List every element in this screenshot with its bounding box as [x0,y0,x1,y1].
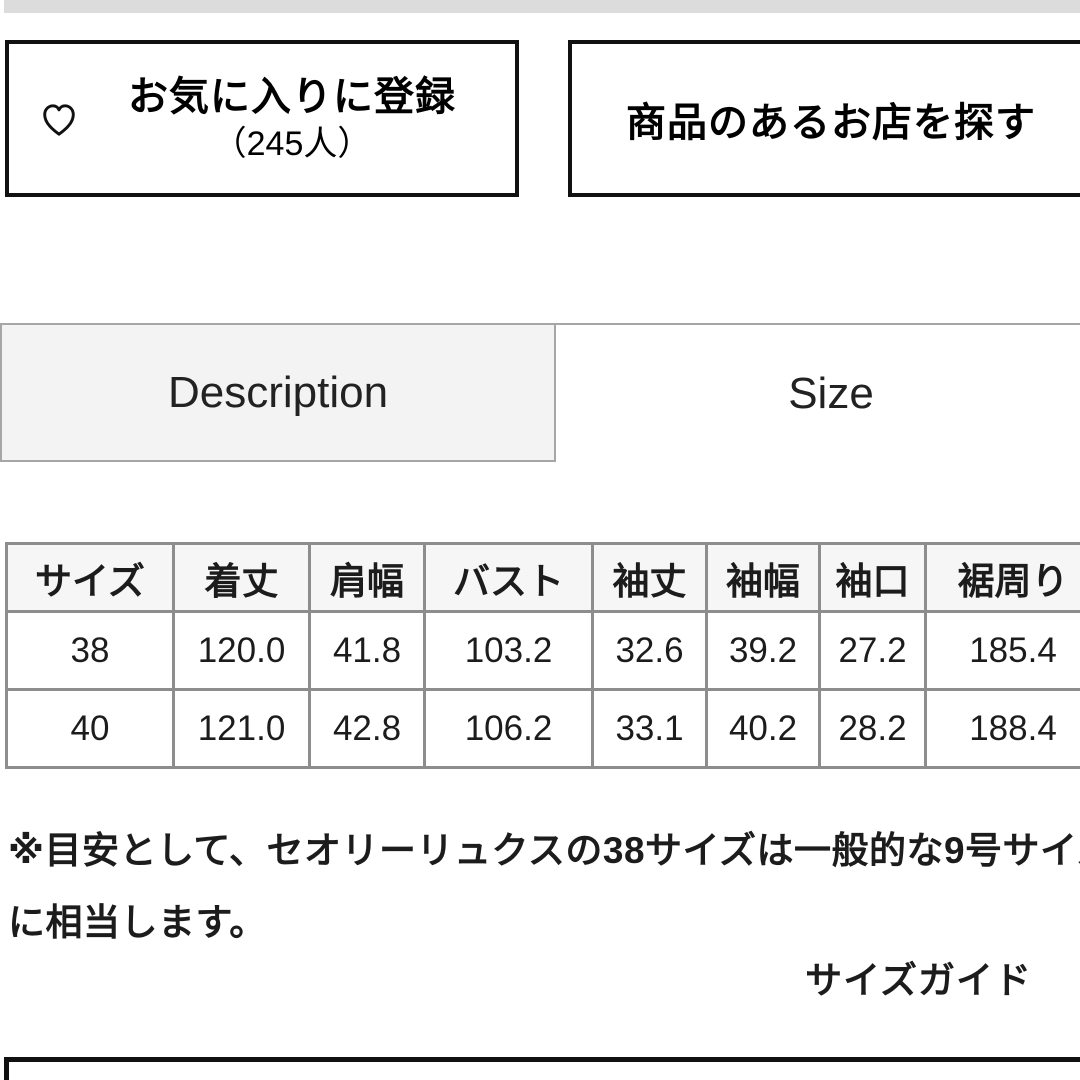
tab-description-label: Description [167,367,389,417]
size-note-line-1: ※目安として、セオリーリュクスの38サイズは一般的な9号サイズ [8,830,1080,871]
size-table-cell: 103.2 [423,610,594,691]
size-table-header-bust: バスト [423,542,594,613]
size-table-cell: 121.0 [172,688,311,769]
size-note-line-2: に相当します。 [8,902,267,943]
find-store-button[interactable]: 商品のあるお店を探す [568,40,1080,197]
size-table-cell: 39.2 [705,610,821,691]
size-table-row-38: 38 120.0 41.8 103.2 32.6 39.2 27.2 185.4 [5,610,1080,691]
tab-size-label: Size [788,368,874,418]
favorite-button[interactable]: お気に入りに登録 （245人） [5,40,519,197]
size-table-header-size: サイズ [5,542,175,613]
size-table-cell: 106.2 [423,688,594,769]
size-table: サイズ 着丈 肩幅 バスト 袖丈 袖幅 袖口 裾周り 38 120.0 41.8… [5,542,1080,769]
favorite-count: （245人） [212,124,372,163]
size-table-header-row: サイズ 着丈 肩幅 バスト 袖丈 袖幅 袖口 裾周り [5,542,1080,613]
size-table-header-cuff: 袖口 [818,542,927,613]
top-separator-bar [4,0,1080,13]
size-table-header-hem: 裾周り [924,542,1080,613]
size-table-cell: 27.2 [818,610,927,691]
size-table-header-shoulder: 肩幅 [308,542,426,613]
size-table-header-sleeve-width: 袖幅 [705,542,821,613]
size-table-cell: 32.6 [591,610,708,691]
bottom-section-box [4,1057,1080,1080]
find-store-button-label: 商品のあるお店を探す [626,100,1036,145]
tab-size[interactable]: Size [556,323,1080,462]
size-table-cell: 188.4 [924,688,1080,769]
favorite-button-label: お気に入りに登録 [128,74,456,119]
size-table-cell: 42.8 [308,688,426,769]
size-table-cell: 41.8 [308,610,426,691]
size-note: ※目安として、セオリーリュクスの38サイズは一般的な9号サイズ に相当します。 [8,815,1080,959]
size-table-row-40: 40 121.0 42.8 106.2 33.1 40.2 28.2 188.4 [5,688,1080,769]
favorite-button-text: お気に入りに登録 （245人） [83,74,515,164]
size-table-cell: 120.0 [172,610,311,691]
heart-icon [35,95,83,143]
size-table-cell: 40 [5,688,175,769]
size-table-cell: 185.4 [924,610,1080,691]
size-table-cell: 40.2 [705,688,821,769]
size-table-cell: 33.1 [591,688,708,769]
size-table-header-sleeve-length: 袖丈 [591,542,708,613]
size-guide-link[interactable]: サイズガイド [805,960,1032,1001]
size-table-cell: 28.2 [818,688,927,769]
size-table-header-length: 着丈 [172,542,311,613]
size-table-cell: 38 [5,610,175,691]
tab-description[interactable]: Description [0,323,556,462]
